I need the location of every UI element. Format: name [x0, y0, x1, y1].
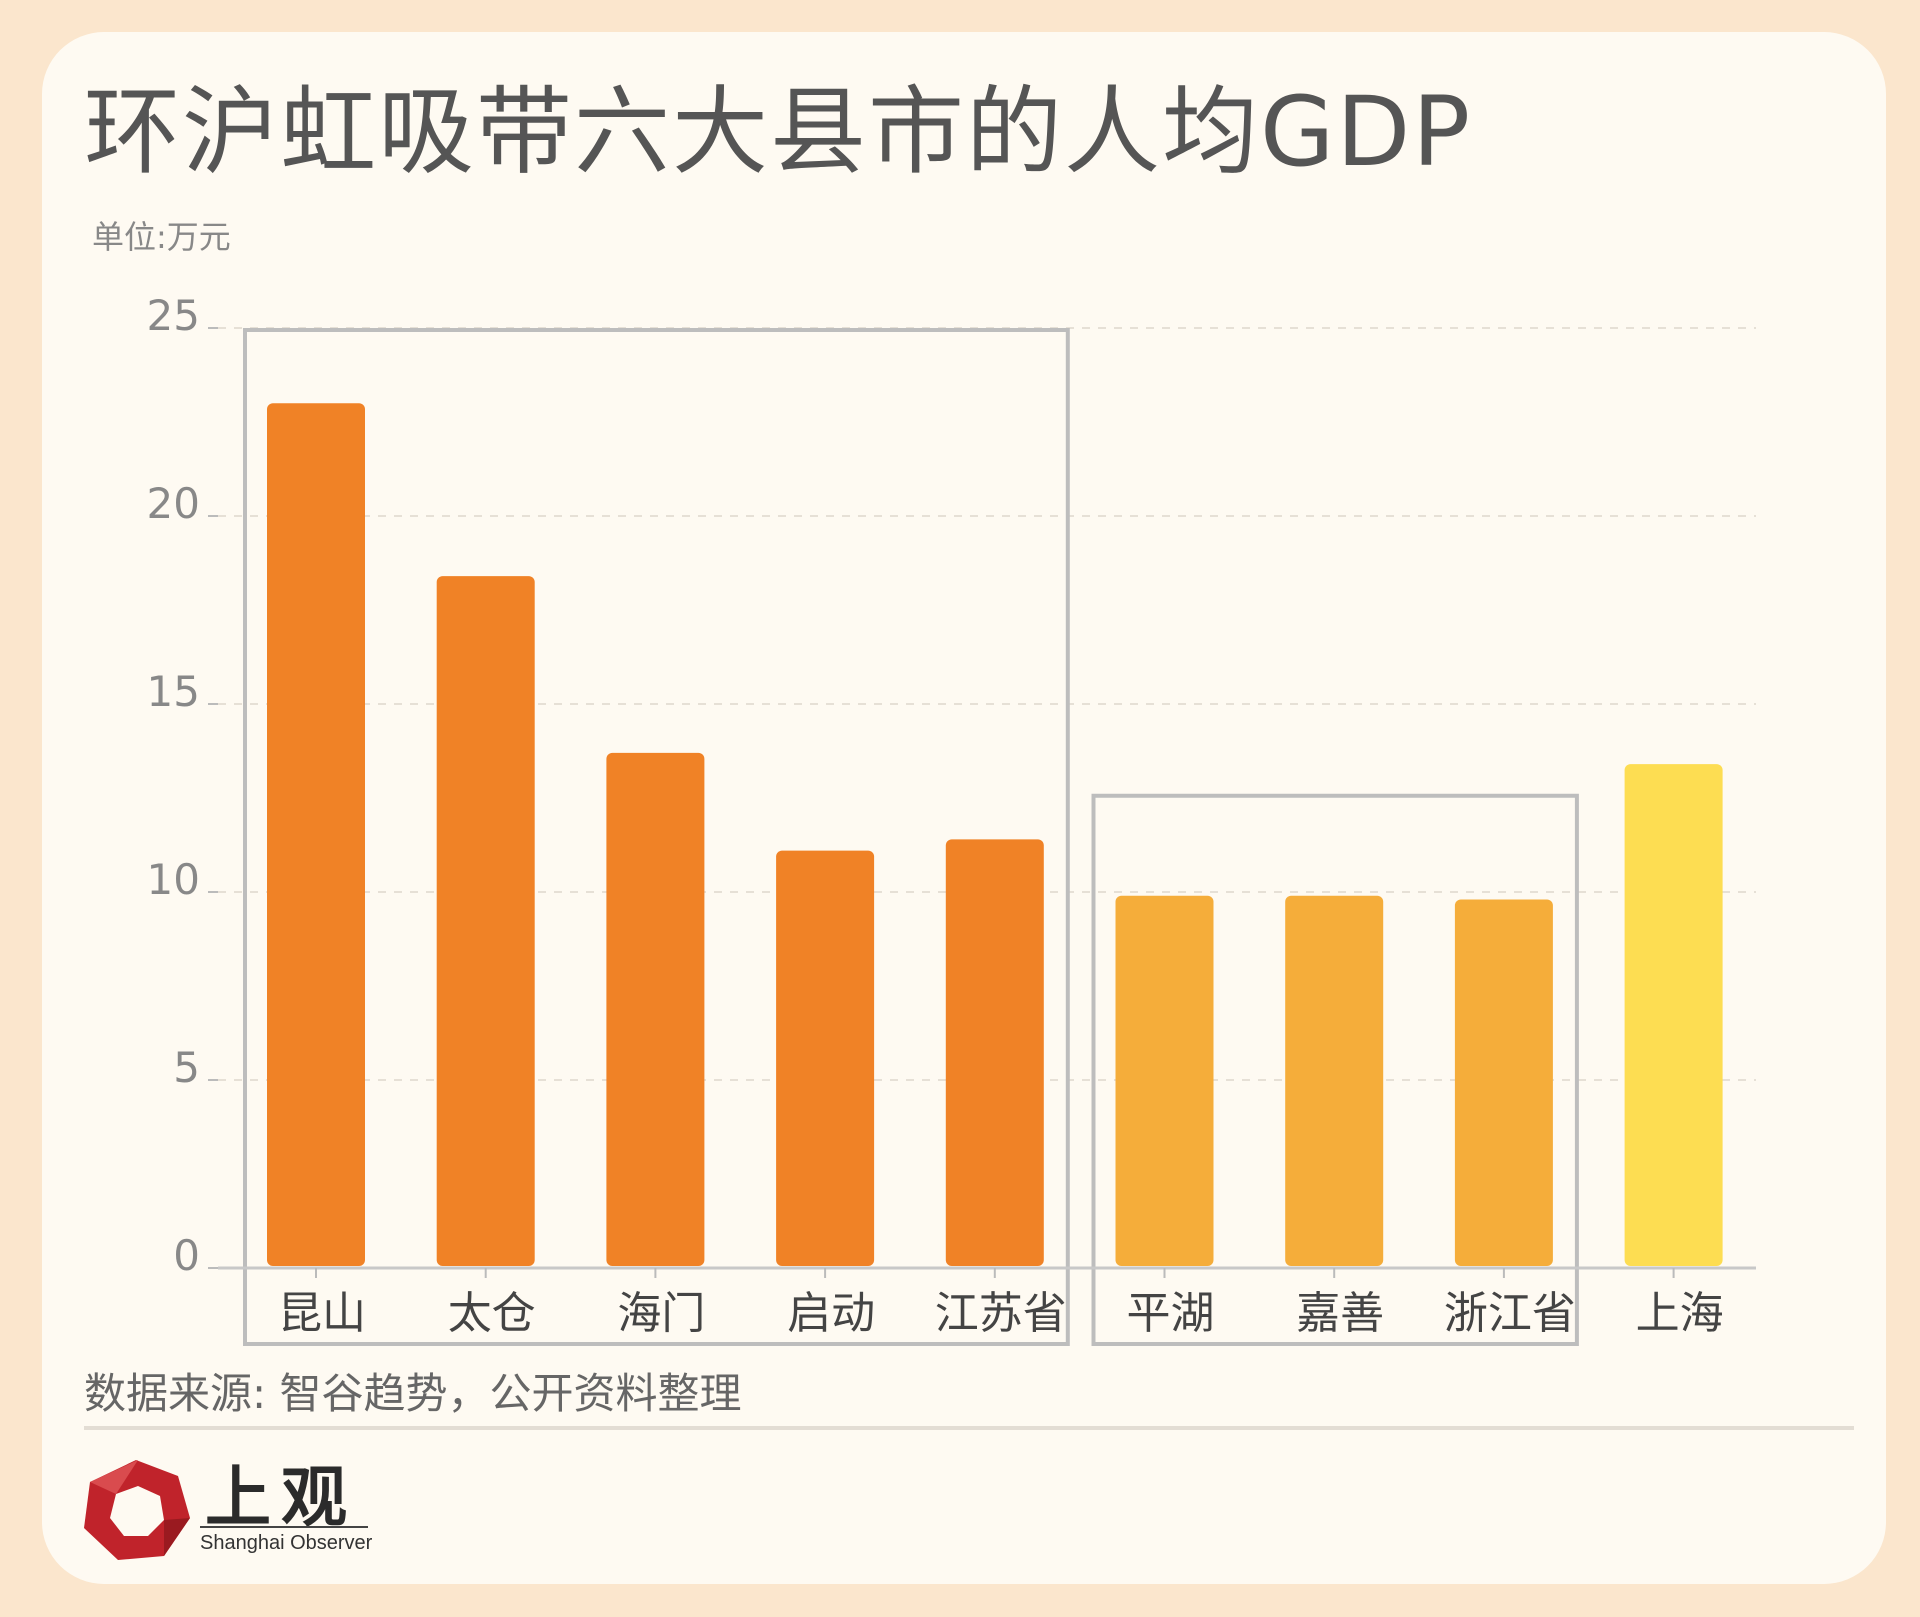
group-box-2: [1091, 793, 1579, 1346]
y-tick-label: 10: [147, 855, 200, 904]
x-tick-label: 浙江省: [1444, 1288, 1576, 1339]
tick-labels: 0 5 10 15 20 25 昆山 太仓 海门 启动 江苏省 平湖 嘉善 浙江省 上海: [147, 291, 1724, 1339]
x-tick-label: 上海: [1636, 1288, 1724, 1339]
x-tick-label: 嘉善: [1296, 1288, 1384, 1339]
x-tick-label: 海门: [617, 1288, 705, 1339]
axes: [208, 327, 1756, 1278]
unit-label: 单位:万元: [92, 218, 231, 256]
bar-6: [1115, 895, 1214, 1266]
logo-divider: [200, 1526, 368, 1528]
bar-8: [1454, 899, 1553, 1266]
x-tick-label: 昆山: [278, 1288, 366, 1339]
bar-7: [1285, 895, 1384, 1266]
bar-4: [776, 850, 875, 1266]
x-tick-label: 太仓: [448, 1288, 536, 1339]
y-tick-label: 0: [173, 1231, 200, 1280]
bar-2: [436, 576, 535, 1266]
x-tick-label: 平湖: [1127, 1288, 1215, 1339]
bar-1: [267, 403, 365, 1266]
group-box-1: [243, 328, 1070, 1346]
x-tick-label: 江苏省: [935, 1288, 1067, 1339]
shanghai-observer-logo-icon: [84, 1460, 190, 1560]
y-tick-label: 15: [147, 667, 200, 716]
logo-subtitle: Shanghai Observer: [200, 1532, 373, 1554]
bar-5: [945, 839, 1044, 1266]
bar-3: [606, 752, 705, 1266]
y-tick-label: 5: [173, 1043, 200, 1092]
y-tick-label: 20: [147, 479, 200, 528]
data-source: 数据来源: 智谷趋势，公开资料整理: [84, 1369, 742, 1418]
bars: [267, 403, 1723, 1266]
x-tick-label: 启动: [787, 1288, 875, 1339]
footer-divider: [84, 1426, 1854, 1430]
bar-9: [1624, 764, 1723, 1266]
y-tick-label: 25: [147, 291, 200, 340]
group-boxes: [243, 328, 1579, 1346]
chart-title: 环沪虹吸带六大县市的人均GDP: [84, 76, 1473, 188]
logo-name: 上观: [205, 1458, 357, 1536]
